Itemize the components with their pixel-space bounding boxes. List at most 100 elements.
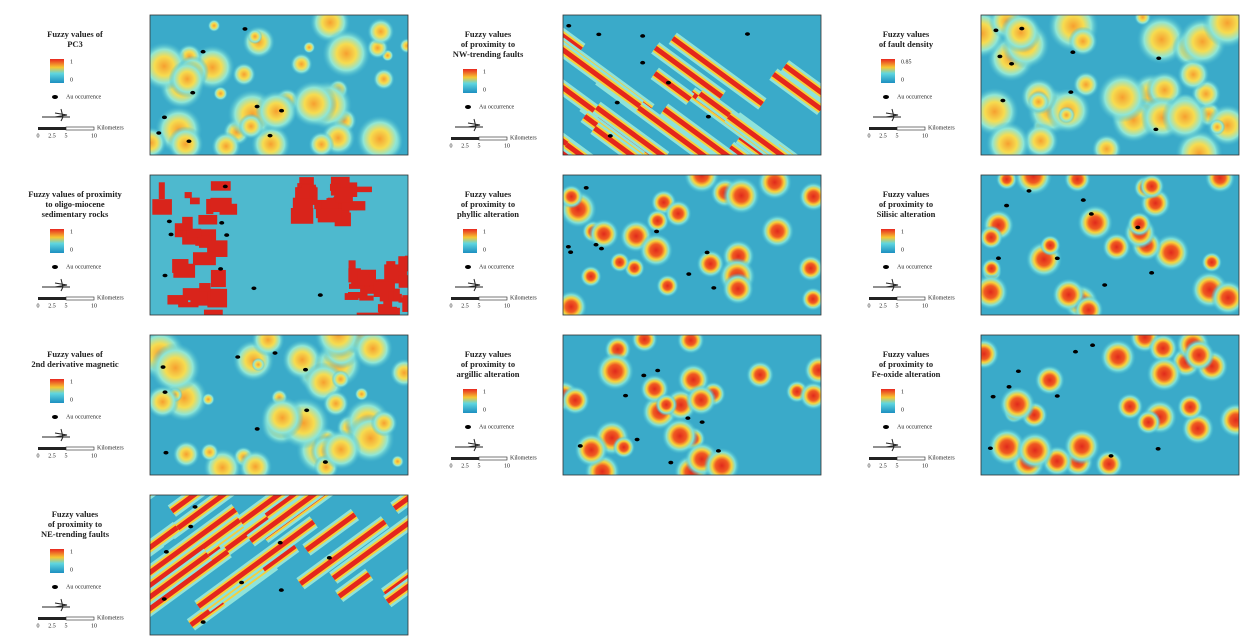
au-point: [169, 233, 174, 237]
panel-title: sedimentary rocks: [42, 209, 109, 219]
au-point: [193, 505, 198, 509]
au-point: [162, 116, 167, 120]
panel-title: Fuzzy values: [52, 509, 99, 519]
au-point: [1102, 283, 1107, 287]
anomaly: [232, 63, 255, 86]
legend-min: 0: [483, 87, 486, 93]
fault: [457, 470, 527, 522]
au-point: [1016, 369, 1021, 373]
scale-unit: Kilometers: [97, 615, 124, 621]
north-arrow: [873, 109, 901, 121]
anomaly: [596, 352, 634, 390]
scale-tick: 10: [91, 453, 97, 459]
anomaly: [1077, 205, 1113, 241]
anomaly: [239, 450, 272, 483]
anomaly: [212, 132, 241, 161]
scale-unit: Kilometers: [510, 455, 537, 461]
legend-max: 1: [483, 229, 486, 235]
au-point: [186, 139, 191, 143]
occurrence-label: Au occurrence: [66, 584, 101, 590]
sediment: [399, 275, 423, 288]
sediment: [190, 198, 200, 205]
sediment: [393, 289, 400, 302]
fault: [420, 491, 487, 540]
fault: [440, 533, 550, 614]
sediment: [291, 208, 313, 224]
fault: [413, 580, 473, 624]
scale-tick: 5: [65, 303, 68, 309]
anomaly: [202, 393, 215, 406]
au-point: [1027, 189, 1032, 193]
fault: [428, 470, 487, 513]
anomaly: [356, 115, 403, 162]
au-point: [156, 131, 161, 135]
au-point: [1109, 454, 1114, 458]
anomaly: [631, 326, 657, 352]
au-point: [273, 351, 278, 355]
panel: Fuzzy values of proximityto oligo-miocen…: [28, 175, 428, 332]
scale-bar: [66, 127, 94, 130]
au-point: [201, 620, 206, 624]
scale-tick: 5: [896, 133, 899, 139]
sediment: [409, 284, 420, 296]
scale-bar: [38, 127, 66, 130]
legend-ramp: [881, 229, 895, 253]
au-point: [1009, 62, 1014, 66]
north-arrow: [455, 439, 483, 451]
au-point: [716, 449, 721, 453]
sediment: [177, 224, 190, 231]
scale-bar: [38, 297, 66, 300]
scale-unit: Kilometers: [928, 295, 955, 301]
au-point: [163, 390, 168, 394]
legend-max: 1: [70, 229, 73, 235]
occurrence-label: Au occurrence: [66, 94, 101, 100]
anomaly: [996, 168, 1017, 189]
au-point: [668, 461, 673, 465]
anomaly: [331, 370, 349, 388]
sediment: [198, 215, 217, 225]
au-point: [635, 438, 640, 442]
fault: [832, 93, 894, 138]
anomaly: [1015, 157, 1053, 195]
au-point: [686, 272, 691, 276]
anomaly: [999, 386, 1035, 422]
scale-bar: [869, 297, 897, 300]
au-point: [685, 416, 690, 420]
au-point: [164, 550, 169, 554]
anomaly: [589, 219, 619, 249]
au-point: [596, 33, 601, 37]
panel-title: argillic alteration: [456, 369, 519, 379]
scale-tick: 2.5: [461, 303, 469, 309]
panel: Fuzzy valuesof proximity tophyllic alter…: [450, 158, 829, 323]
sediment: [210, 198, 231, 212]
au-point: [1055, 394, 1060, 398]
anomaly: [1028, 91, 1050, 113]
fault-halo: [428, 470, 487, 513]
occurrence-label: Au occurrence: [66, 264, 101, 270]
panel-title: Fuzzy values of: [47, 349, 103, 359]
scale-bar: [451, 137, 479, 140]
sediment: [173, 264, 195, 278]
anomaly: [255, 90, 297, 132]
north-arrow: [873, 279, 901, 291]
anomaly: [322, 29, 370, 77]
anomaly: [1134, 9, 1151, 26]
anomaly: [169, 60, 206, 97]
au-point: [615, 101, 620, 105]
panel-title: of proximity to: [461, 359, 515, 369]
au-point: [323, 460, 328, 464]
legend-min: 0: [70, 567, 73, 573]
panel-title: of proximity to: [461, 39, 515, 49]
anomaly: [213, 86, 227, 100]
au-point: [239, 581, 244, 585]
au-point: [318, 293, 323, 297]
au-point: [993, 29, 998, 33]
anomaly: [799, 182, 828, 211]
map: [150, 175, 428, 332]
map: [135, 2, 415, 163]
anomaly: [252, 323, 285, 356]
sediment: [372, 314, 386, 327]
scale-tick: 2.5: [461, 463, 469, 469]
anomaly: [686, 385, 717, 416]
au-point: [1070, 50, 1075, 54]
